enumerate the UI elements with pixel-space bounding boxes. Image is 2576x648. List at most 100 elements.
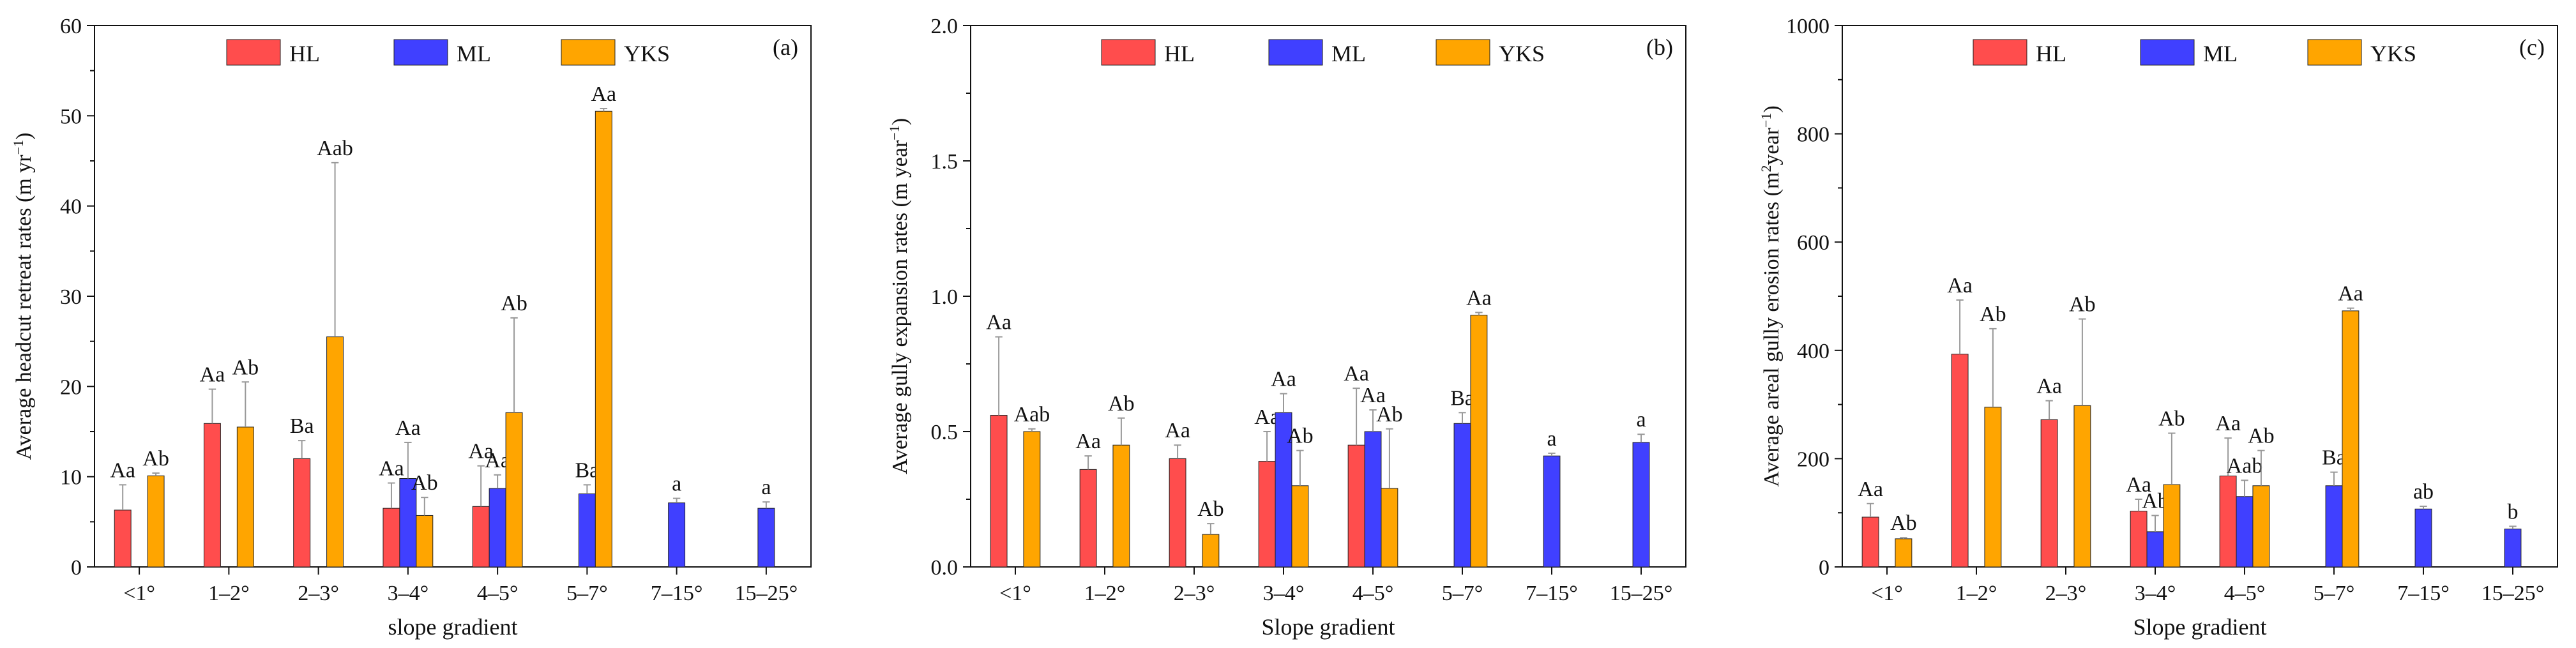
bar-yks [595, 110, 612, 568]
y-tick-label: 0.0 [931, 556, 958, 580]
x-tick-label: 1–2° [1956, 582, 1997, 605]
bar-ml [2236, 496, 2254, 568]
bar-hl [1951, 354, 1969, 568]
significance-label: Ab [1197, 497, 1224, 521]
bar-hl [1347, 444, 1365, 568]
bar-yks [326, 336, 344, 568]
legend-label-yks: YKS [1499, 41, 1545, 66]
x-tick-label: 4–5° [1352, 582, 1394, 605]
x-axis-label: Slope gradient [1262, 614, 1395, 640]
significance-label: a [1547, 427, 1556, 451]
significance-label: a [672, 472, 681, 496]
legend-swatch-ml [1268, 39, 1323, 66]
significance-label: Ab [1108, 392, 1135, 416]
x-tick-label: 15–25° [2481, 582, 2545, 605]
chart-panel-a: 0 10 20 30 40 50 60 <1° 1–2° 2–3° 3–4° 4–5° 5–7° 7–15… [10, 15, 812, 640]
y-tick-label: 800 [1797, 123, 1830, 147]
significance-label: b [2508, 500, 2519, 524]
y-tick-label: 200 [1797, 448, 1830, 471]
x-tick-label: 7–15° [651, 582, 703, 605]
y-axis-label: Average headcut retreat rates (m yr−1) [10, 133, 36, 460]
y-axis-label: Average areal gully erosion rates (m2yea… [1758, 105, 1784, 486]
plot-frame [970, 25, 1686, 568]
significance-label: Ab [1980, 303, 2006, 326]
legend-label-hl: HL [2036, 41, 2066, 66]
y-tick-label: 1000 [1786, 15, 1830, 38]
bar-ml [2325, 485, 2343, 568]
significance-label: Aa [468, 440, 494, 463]
significance-label: Aa [1858, 478, 1883, 501]
legend-swatch-yks [1436, 39, 1490, 66]
significance-label: Aa [379, 457, 404, 481]
x-tick-label: 3–4° [2135, 582, 2176, 605]
significance-label: Aa [1466, 286, 1492, 310]
significance-label: Aa [1344, 362, 1369, 386]
y-tick-label: 30 [60, 285, 82, 309]
x-tick-label: 2–3° [1174, 582, 1215, 605]
bar-yks [1023, 431, 1041, 568]
significance-label: Aa [200, 363, 225, 387]
x-axis-label: Slope gradient [2133, 614, 2267, 640]
significance-label: Ab [232, 356, 259, 379]
significance-label: a [761, 476, 771, 499]
significance-label: Ab [1890, 511, 1917, 535]
significance-label: Aa [591, 82, 616, 106]
y-tick-label: 1.5 [931, 150, 958, 174]
bar-ml [1453, 423, 1471, 568]
significance-label: Aa [1360, 384, 1386, 407]
bar-yks [2342, 310, 2360, 568]
bar-yks [1291, 485, 1309, 568]
bar-ml [668, 502, 686, 568]
x-tick-label: <1° [999, 582, 1031, 605]
bar-yks [1470, 315, 1488, 568]
bar-ml [489, 488, 506, 568]
significance-label: ab [2413, 480, 2434, 504]
bar-ml [1364, 431, 1382, 568]
significance-label: Aa [1947, 274, 1973, 298]
bar-yks [1202, 534, 1220, 568]
legend-swatch-hl [1973, 39, 2027, 66]
panel-label: (c) [2519, 34, 2545, 60]
significance-label: Ab [1376, 403, 1403, 426]
bar-hl [2130, 511, 2148, 568]
x-tick-label: <1° [1871, 582, 1903, 605]
x-tick-label: 15–25° [1610, 582, 1673, 605]
x-tick-label: 7–15° [1526, 582, 1578, 605]
significance-label: Ab [1287, 425, 1314, 448]
bar-hl [1258, 461, 1276, 568]
significance-label: a [1636, 408, 1646, 432]
significance-label: Aa [110, 458, 135, 482]
significance-label: Aa [1271, 368, 1296, 391]
y-tick-label: 2.0 [931, 15, 958, 38]
chart-panel-b: 0.0 0.5 1.0 1.5 2.0 <1° 1–2° 2–3° 3–4° 4–5° 5–7° 7–… [886, 15, 1686, 640]
x-tick-label: 3–4° [388, 582, 429, 605]
significance-label: Ab [411, 471, 438, 495]
significance-label: Ba [290, 414, 314, 438]
chart-panel-c: 0 200 400 600 800 1000 <1° 1–2° 2–3° 3–4° 4–5° 5–7°… [1758, 15, 2558, 640]
bar-yks [1984, 407, 2002, 568]
legend-label-hl: HL [289, 41, 320, 66]
y-tick-label: 600 [1797, 231, 1830, 255]
panel-label: (b) [1646, 34, 1673, 60]
significance-label: Aa [2126, 473, 2151, 497]
bar-hl [2219, 476, 2237, 568]
legend-label-ml: ML [457, 41, 491, 66]
legend-swatch-hl [1101, 39, 1156, 66]
legend-swatch-ml [2140, 39, 2195, 66]
x-tick-label: 1–2° [1084, 582, 1126, 605]
bar-yks [1381, 488, 1398, 568]
y-tick-label: 400 [1797, 340, 1830, 363]
legend-label-hl: HL [1164, 41, 1195, 66]
legend-label-ml: ML [1331, 41, 1366, 66]
bar-yks [147, 475, 165, 568]
y-tick-label: 0.5 [931, 421, 958, 444]
bar-yks [1112, 444, 1130, 568]
x-tick-label: 1–2° [208, 582, 250, 605]
y-tick-label: 0 [1819, 556, 1830, 580]
plot-frame [94, 25, 812, 568]
significance-label: Aa [1165, 419, 1190, 442]
bar-ml [2504, 529, 2522, 568]
x-tick-label: 15–25° [735, 582, 798, 605]
legend-swatch-yks [561, 39, 616, 66]
